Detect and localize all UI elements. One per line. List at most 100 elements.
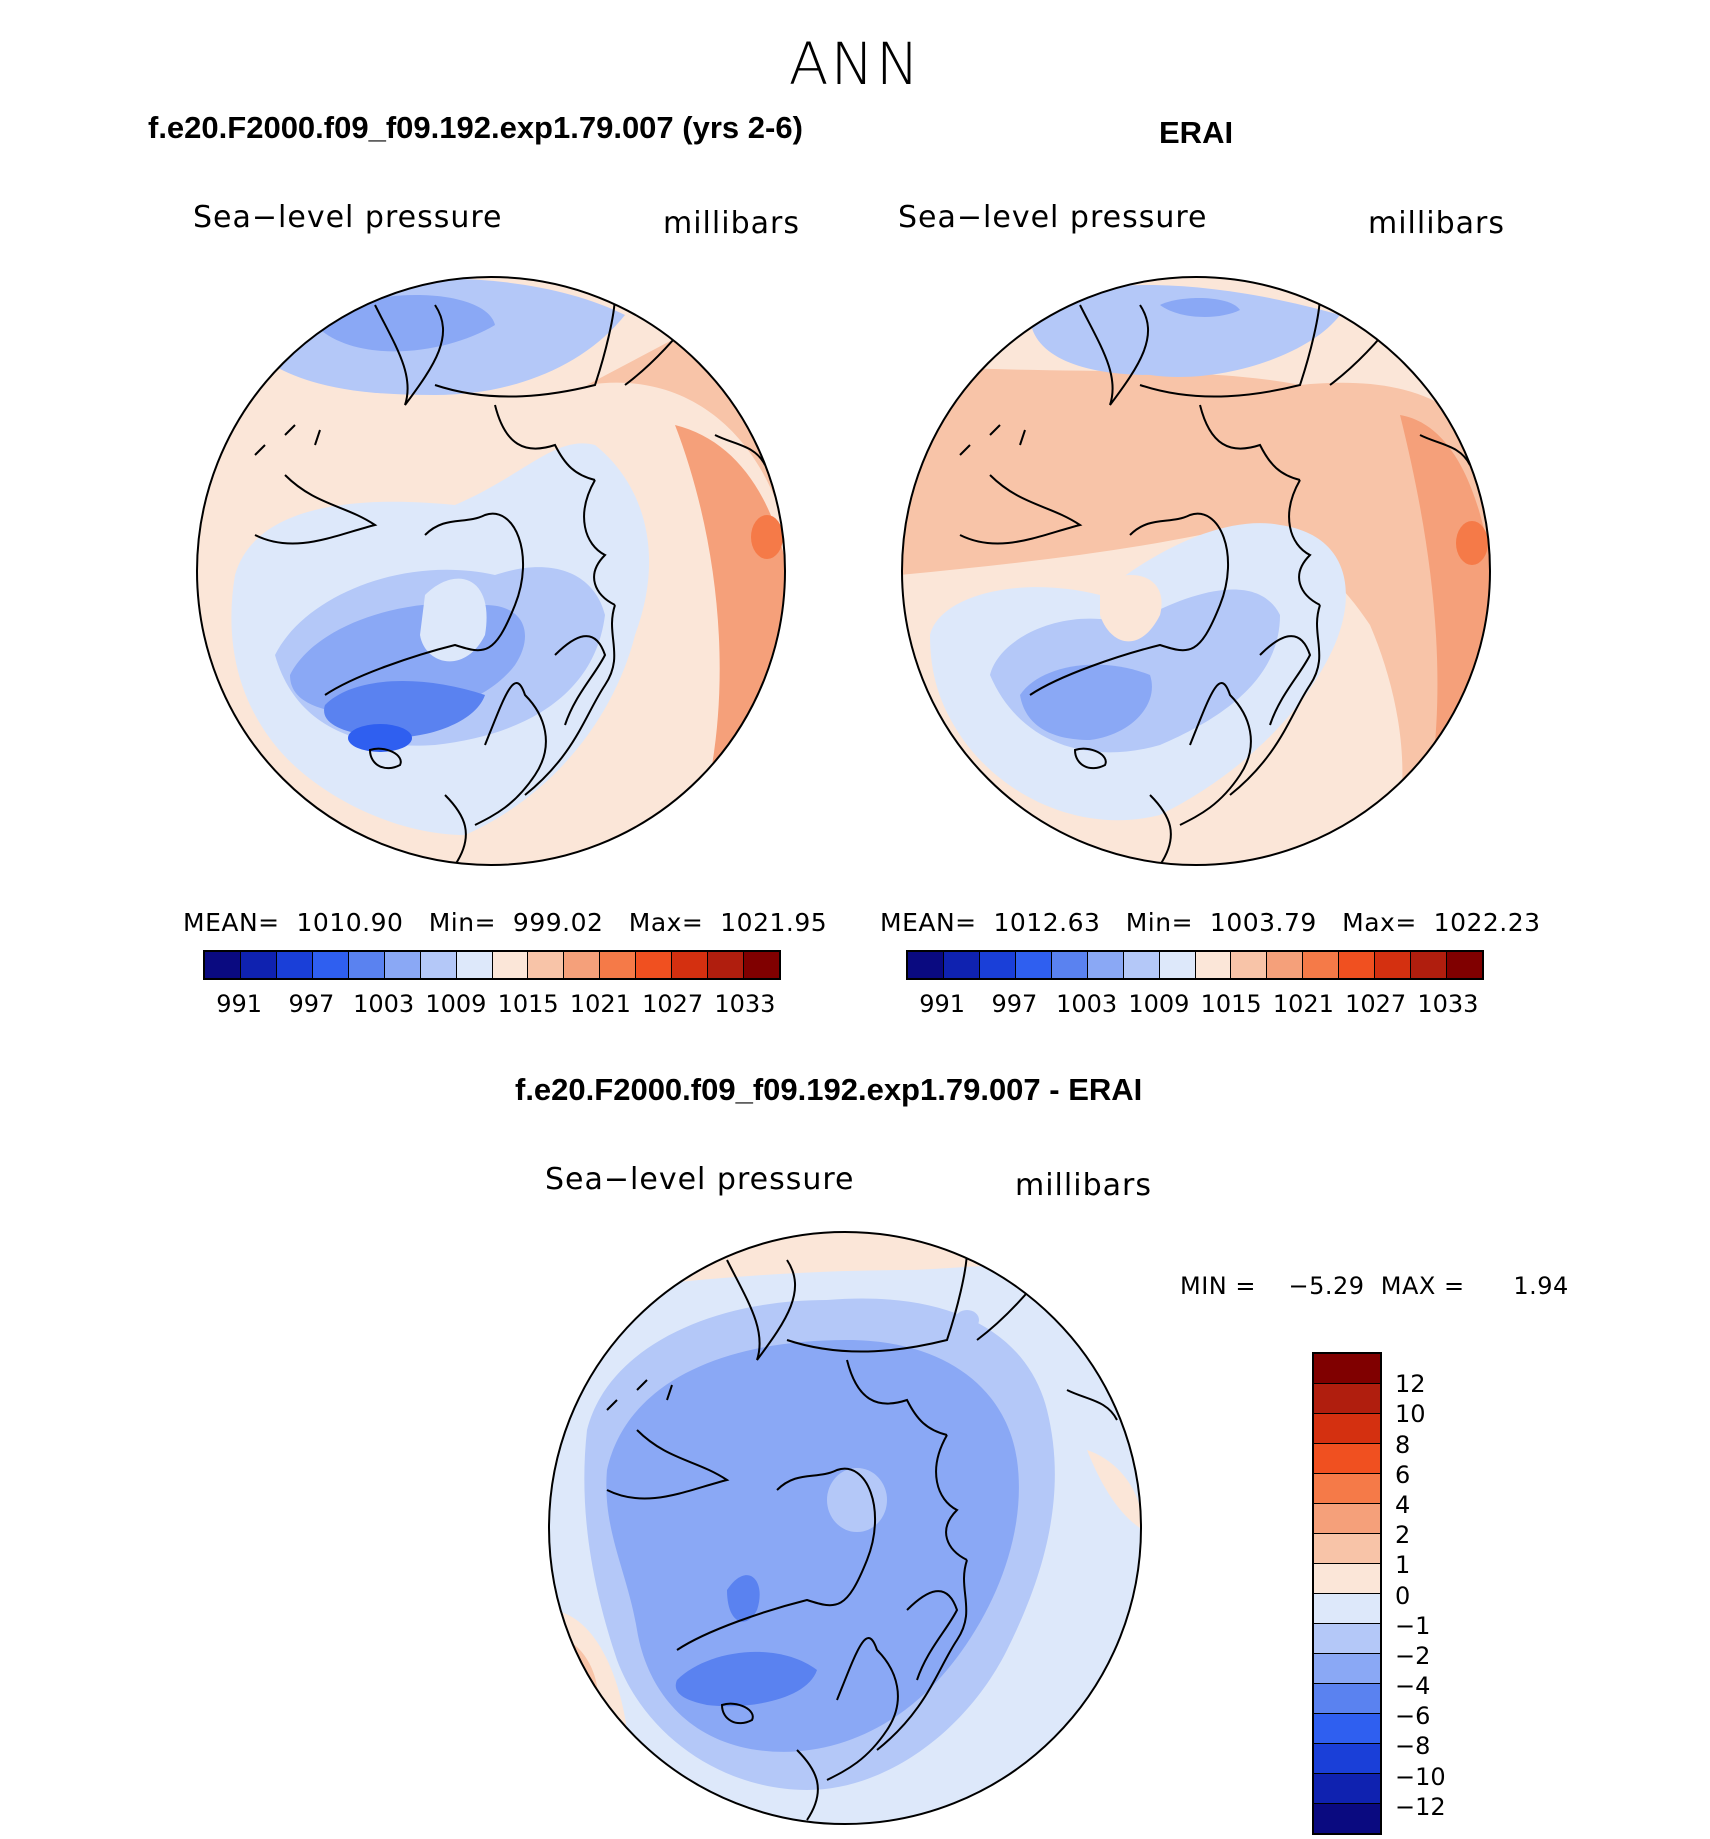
model-colorbar-tick-label: 1021	[569, 990, 631, 1018]
diff-colorbar-box	[1314, 1774, 1380, 1804]
obs-colorbar-box	[1087, 952, 1124, 978]
diff-colorbar-tick-label: 10	[1395, 1400, 1426, 1429]
diff-colorbar-tick-label: 2	[1395, 1521, 1411, 1550]
diff-map-boundary	[548, 1231, 1142, 1825]
model-colorbar-box	[276, 952, 313, 978]
obs-colorbar-box	[1159, 952, 1196, 978]
diff-colorbar-box	[1314, 1354, 1380, 1384]
diff-colorbar-box	[1314, 1714, 1380, 1744]
obs-colorbar-tick-label: 1009	[1128, 990, 1190, 1018]
obs-colorbar-box	[1231, 952, 1268, 978]
model-field-neg4-center	[324, 681, 485, 738]
obs-coastlines	[959, 284, 1471, 865]
model-units-label: millibars	[663, 206, 800, 241]
model-colorbar-box	[312, 952, 349, 978]
obs-variable-label: Sea−level pressure	[898, 200, 1208, 235]
diff-field-neg4-greenland	[727, 1575, 760, 1622]
obs-map-boundary	[901, 276, 1491, 866]
obs-field-greenland	[1100, 575, 1162, 642]
diff-colorbar-tick-label: 0	[1395, 1581, 1411, 1610]
diff-colorbar-tick-label: −2	[1395, 1641, 1431, 1670]
obs-colorbar-box	[979, 952, 1016, 978]
obs-field-neg3-center	[1020, 664, 1152, 740]
model-colorbar-tick-label: 1027	[642, 990, 704, 1018]
obs-stats: MEAN= 1012.63 Min= 1003.79 Max= 1022.23	[880, 908, 1541, 937]
diff-colorbar-tick-label: 8	[1395, 1430, 1411, 1459]
model-colorbar	[203, 950, 781, 980]
diff-colorbar	[1312, 1352, 1382, 1835]
model-colorbar-box	[492, 952, 529, 978]
model-colorbar-box	[240, 952, 277, 978]
obs-colorbar-tick-label: 997	[991, 990, 1038, 1018]
model-stats: MEAN= 1010.90 Min= 999.02 Max= 1021.95	[183, 908, 828, 937]
model-colorbar-box	[528, 952, 565, 978]
obs-case-title: ERAI	[1159, 115, 1234, 150]
model-field-pos4-east	[751, 515, 783, 559]
diff-units-label: millibars	[1015, 1168, 1152, 1203]
diff-colorbar-box	[1314, 1444, 1380, 1474]
diff-colorbar-tick-label: −8	[1395, 1732, 1431, 1761]
obs-colorbar-tick-label: 1033	[1417, 990, 1479, 1018]
model-case-title: f.e20.F2000.f09_f09.192.exp1.79.007 (yrs…	[148, 110, 803, 145]
obs-colorbar-box	[1195, 952, 1232, 978]
obs-slp-field	[902, 277, 1490, 865]
model-variable-label: Sea−level pressure	[193, 200, 503, 235]
obs-units-label: millibars	[1368, 206, 1505, 241]
model-colorbar-box	[600, 952, 637, 978]
obs-polar-map	[901, 276, 1491, 866]
model-field-pos2-east	[587, 277, 785, 865]
diff-field-neg2-pole	[827, 1468, 887, 1532]
model-colorbar-box	[384, 952, 421, 978]
model-field-greenland	[420, 578, 487, 662]
obs-colorbar-box	[1123, 952, 1160, 978]
obs-field-pos4-east	[1456, 521, 1488, 565]
diff-colorbar-tick-label: 6	[1395, 1460, 1411, 1489]
model-colorbar-tick-label: 1003	[353, 990, 415, 1018]
obs-colorbar-box	[1447, 952, 1482, 978]
obs-colorbar-box	[1267, 952, 1304, 978]
obs-colorbar-box	[908, 952, 944, 978]
model-colorbar-box	[348, 952, 385, 978]
diff-colorbar-box	[1314, 1384, 1380, 1414]
diff-colorbar-box	[1314, 1594, 1380, 1624]
diff-colorbar-box	[1314, 1564, 1380, 1594]
obs-colorbar-box	[1303, 952, 1340, 978]
model-field-neg3-north	[315, 295, 495, 352]
diff-colorbar-box	[1314, 1654, 1380, 1684]
figure-title: ANN	[788, 30, 922, 98]
diff-colorbar-tick-label: −4	[1395, 1672, 1431, 1701]
model-coastlines	[254, 284, 766, 865]
obs-colorbar-box	[1339, 952, 1376, 978]
diff-colorbar-box	[1314, 1684, 1380, 1714]
diff-colorbar-box	[1314, 1744, 1380, 1774]
model-colorbar-box	[564, 952, 601, 978]
obs-colorbar	[906, 950, 1484, 980]
diff-colorbar-tick-label: 4	[1395, 1490, 1411, 1519]
diff-colorbar-box	[1314, 1504, 1380, 1534]
model-slp-field	[197, 277, 785, 865]
obs-colorbar-tick-label: 1015	[1200, 990, 1262, 1018]
model-colorbar-box	[672, 952, 709, 978]
obs-field-neg3-north	[1160, 298, 1240, 317]
diff-field-neg3	[606, 1340, 1019, 1752]
diff-colorbar-box	[1314, 1804, 1380, 1833]
model-colorbar-tick-label: 1015	[497, 990, 559, 1018]
model-colorbar-box	[708, 952, 745, 978]
model-colorbar-tick-label: 991	[216, 990, 263, 1018]
diff-colorbar-box	[1314, 1474, 1380, 1504]
obs-colorbar-tick-label: 1003	[1056, 990, 1118, 1018]
model-field-neg5-low	[348, 724, 412, 752]
diff-colorbar-box	[1314, 1534, 1380, 1564]
diff-variable-label: Sea−level pressure	[545, 1162, 855, 1197]
model-colorbar-tick-label: 1009	[425, 990, 487, 1018]
diff-stats: MIN = −5.29 MAX = 1.94	[1180, 1272, 1569, 1300]
obs-field-neg2-north	[1030, 285, 1340, 377]
obs-colorbar-tick-label: 991	[919, 990, 966, 1018]
diff-slp-field	[549, 1232, 1141, 1824]
obs-colorbar-tick-label: 1021	[1272, 990, 1334, 1018]
diff-coastlines	[606, 1239, 1118, 1821]
obs-colorbar-box	[1051, 952, 1088, 978]
diff-colorbar-tick-label: 1	[1395, 1551, 1411, 1580]
diff-field-neg4-iceland	[675, 1651, 817, 1707]
diff-colorbar-tick-label: 12	[1395, 1370, 1426, 1399]
